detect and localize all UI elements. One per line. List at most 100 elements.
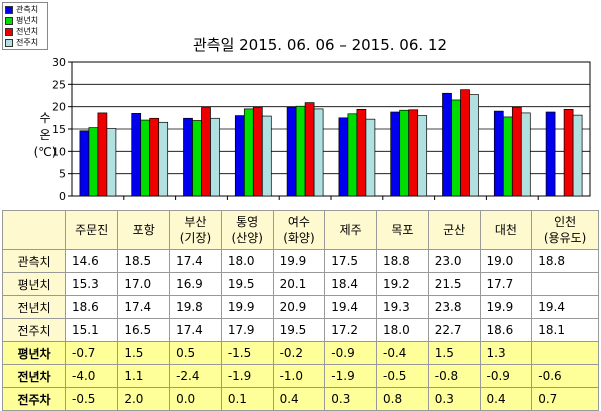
table-cell: 1.5 xyxy=(117,341,171,365)
table-cell: 17.0 xyxy=(117,272,171,296)
row-label: 전년차 xyxy=(2,364,66,388)
bar xyxy=(192,120,202,197)
table-cell: 19.9 xyxy=(220,295,274,319)
table-cell: 1.1 xyxy=(117,364,171,388)
table-cell: 0.0 xyxy=(169,387,222,411)
table-cell: 0.4 xyxy=(272,387,326,411)
table-cell: 19.4 xyxy=(531,295,599,319)
table-cell: 18.8 xyxy=(376,249,429,273)
table-cell: 18.8 xyxy=(531,249,599,273)
column-header: 인천 (용유도) xyxy=(531,210,599,250)
table-cell: 17.9 xyxy=(220,318,274,342)
bar xyxy=(234,115,245,197)
table-cell: 19.4 xyxy=(324,295,378,319)
table-cell: 0.1 xyxy=(220,387,274,411)
legend-label: 전주치 xyxy=(16,38,39,47)
column-header: 주문진 xyxy=(64,210,119,250)
table-row: 관측치 14.6 18.5 17.4 18.0 19.9 17.5 18.8 23.0 19.0 1… xyxy=(2,249,599,273)
y-axis-label: 수 온 (℃) xyxy=(30,110,60,161)
table-cell: 18.6 xyxy=(64,295,119,319)
column-header: 부산 (기장) xyxy=(169,210,222,250)
legend-swatch xyxy=(5,38,13,47)
table-cell: -0.8 xyxy=(427,364,481,388)
table-cell: -0.5 xyxy=(64,387,119,411)
bar xyxy=(158,121,169,197)
table-cell: -2.4 xyxy=(169,364,222,388)
bar xyxy=(545,111,556,197)
legend-item: 관측치 xyxy=(5,4,45,15)
table-row: 전년차 -4.0 1.1 -2.4 -1.9 -1.0 -1.9 -0.5 -0.8 -0.9 -0… xyxy=(2,364,599,388)
table-corner-cell xyxy=(2,210,66,250)
table-cell: 19.0 xyxy=(479,249,533,273)
row-label: 관측치 xyxy=(2,249,66,273)
bar xyxy=(451,99,461,197)
legend-label: 평년치 xyxy=(16,16,39,25)
table-cell: -1.5 xyxy=(220,341,274,365)
bar xyxy=(365,118,376,197)
legend-label: 관측치 xyxy=(16,5,39,14)
data-table: 주문진 포항 부산 (기장) 통영 (산양) 여수 (화양) 제주 목포 군산 대천 인천 (용유도) 관… xyxy=(2,210,599,411)
table-cell: 17.4 xyxy=(169,249,222,273)
y-tick-label: 25 xyxy=(52,78,66,91)
y-tick-label: 10 xyxy=(52,145,66,158)
y-axis-label-line: (℃) xyxy=(33,145,57,159)
bar xyxy=(201,107,211,197)
bar xyxy=(243,108,254,197)
table-row: 전주치 15.1 16.5 17.4 17.9 19.5 17.2 18.0 22.7 18.6 1… xyxy=(2,318,599,342)
bar xyxy=(140,119,151,197)
table-cell: -0.9 xyxy=(479,364,533,388)
column-header: 대천 xyxy=(479,210,533,250)
table-cell: -0.9 xyxy=(324,341,378,365)
table-cell: 19.9 xyxy=(479,295,533,319)
y-tick-label: 5 xyxy=(59,168,66,181)
column-header: 목포 xyxy=(376,210,429,250)
table-cell: 16.9 xyxy=(169,272,222,296)
table-row: 전년치 18.6 17.4 19.8 19.9 20.9 19.4 19.3 23.8 19.9 1… xyxy=(2,295,599,319)
table-cell: 20.9 xyxy=(272,295,326,319)
table-cell: 17.7 xyxy=(479,272,533,296)
table-cell: 1.3 xyxy=(479,341,533,365)
table-cell: -1.0 xyxy=(272,364,326,388)
table-cell: 18.4 xyxy=(324,272,378,296)
table-cell: -0.6 xyxy=(531,364,599,388)
row-label: 전년치 xyxy=(2,295,66,319)
table-cell: 19.8 xyxy=(169,295,222,319)
table-cell: 19.9 xyxy=(272,249,326,273)
y-axis-label-line: 온 xyxy=(39,128,51,142)
bar xyxy=(511,106,522,197)
table-cell: 17.5 xyxy=(324,249,378,273)
table-cell: -1.9 xyxy=(324,364,378,388)
bar xyxy=(210,117,220,197)
bar xyxy=(131,113,142,197)
bar xyxy=(493,110,504,197)
y-axis-label-line: 수 xyxy=(39,111,51,125)
chart: 0 5 10 15 20 25 30 xyxy=(52,56,591,203)
bar xyxy=(295,105,306,197)
table-cell: -0.4 xyxy=(376,341,429,365)
column-header: 포항 xyxy=(117,210,171,250)
legend-swatch xyxy=(5,27,13,36)
table-cell: 19.5 xyxy=(220,272,274,296)
y-tick-label: 30 xyxy=(52,56,66,69)
column-header: 통영 (산양) xyxy=(220,210,274,250)
table-cell: 1.5 xyxy=(427,341,481,365)
table-cell: 18.1 xyxy=(531,318,599,342)
table-cell: -4.0 xyxy=(64,364,119,388)
bar xyxy=(313,108,324,197)
column-header: 군산 xyxy=(427,210,481,250)
bar xyxy=(572,114,583,197)
y-tick-label: 0 xyxy=(59,190,66,203)
legend-item: 평년치 xyxy=(5,15,45,26)
bar xyxy=(347,113,358,197)
table-row: 전주차 -0.5 2.0 0.0 0.1 0.4 0.3 0.8 0.3 0.4 0.7 xyxy=(2,387,599,411)
table-cell: 0.7 xyxy=(531,387,599,411)
table-cell: 0.8 xyxy=(376,387,429,411)
bar xyxy=(97,112,108,197)
table-cell: 20.1 xyxy=(272,272,326,296)
table-cell: -1.9 xyxy=(220,364,274,388)
table-cell: 18.6 xyxy=(479,318,533,342)
table-cell xyxy=(531,341,599,365)
legend-item: 전년치 xyxy=(5,26,45,37)
table-cell xyxy=(531,272,599,296)
table-cell: 16.5 xyxy=(117,318,171,342)
